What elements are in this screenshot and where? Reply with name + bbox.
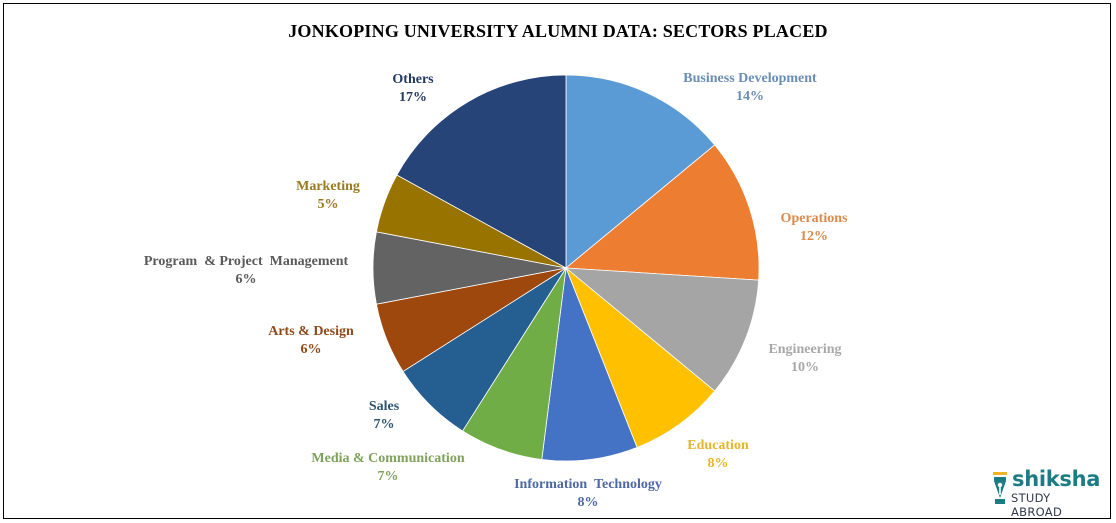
pie-slice-operations [564,144,760,281]
label-name: Program & Project Management [143,254,349,269]
data-label-sales: Sales 7% [369,398,399,434]
label-percent: 12% [799,229,828,244]
chart-title: JONKOPING UNIVERSITY ALUMNI DATA: SECTOR… [288,21,828,41]
pie-slice-information-technology [541,267,638,462]
logo-brand: shiksha [1012,467,1101,491]
label-percent: 6% [300,342,322,357]
pie-slice-others [396,74,567,269]
data-label-operations: Operations 12% [781,210,848,246]
data-label-education: Education 8% [687,437,748,473]
label-name: Sales [368,399,400,414]
data-label-information-technology: Information Technology 8% [514,476,662,512]
label-name: Marketing [296,179,360,194]
data-label-media-communication: Media & Communication 7% [311,450,464,486]
label-name: Arts & Design [268,324,354,339]
label-percent: 14% [736,89,764,104]
data-label-arts-design: Arts & Design 6% [268,323,354,359]
pen-nib-icon [993,472,1007,504]
logo-tagline: STUDY ABROAD [1011,491,1063,519]
data-label-business-development: Business Development 14% [683,70,816,106]
label-name: Engineering [768,342,842,357]
label-percent: 5% [317,197,339,212]
pie-slice-engineering [564,267,760,392]
pie-slice-business-development [565,74,716,269]
data-label-others: Others 17% [392,71,433,107]
label-percent: 7% [373,417,395,432]
label-percent: 6% [235,272,257,287]
data-label-engineering: Engineering 10% [768,341,841,377]
chart-frame [3,3,1111,519]
label-name: Media & Communication [311,451,465,466]
label-percent: 17% [399,90,427,105]
label-percent: 10% [791,360,819,375]
label-percent: 8% [707,456,729,471]
data-label-program-project-management: Program & Project Management 6% [144,253,348,289]
label-name: Education [687,438,749,453]
label-name: Business Development [683,71,817,86]
label-name: Others [392,72,434,87]
label-name: Information Technology [514,477,662,492]
data-label-marketing: Marketing 5% [296,178,360,214]
label-name: Operations [780,211,848,226]
shiksha-logo: shiksha STUDY ABROAD [990,467,1105,519]
pie-slice-education [565,267,716,448]
label-percent: 8% [577,495,599,510]
label-percent: 7% [377,469,399,484]
